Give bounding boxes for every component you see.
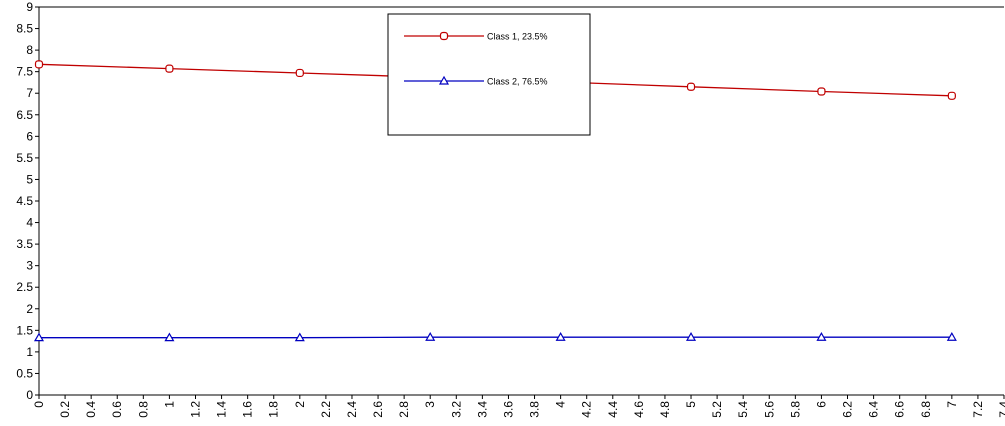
x-tick-label-2: 0.4 xyxy=(84,401,98,418)
series-2-point-3 xyxy=(425,332,436,341)
series-2-point-2 xyxy=(294,332,305,342)
x-tick-label-8: 1.6 xyxy=(241,401,255,418)
x-tick-label-18: 3.6 xyxy=(501,401,515,418)
x-tick-label-17: 3.4 xyxy=(475,401,489,418)
y-tick-label-18: 9 xyxy=(26,0,33,14)
x-tick-label-24: 4.8 xyxy=(658,401,672,418)
x-tick-label-26: 5.2 xyxy=(710,401,724,418)
y-tick-label-4: 2 xyxy=(26,302,33,316)
series-2-point-4 xyxy=(555,332,566,341)
series-1-point-1 xyxy=(165,64,174,73)
series-2-point-1 xyxy=(164,332,175,342)
y-tick-label-7: 3.5 xyxy=(16,237,33,251)
x-tick-label-13: 2.6 xyxy=(371,401,385,418)
y-tick-label-6: 3 xyxy=(26,259,33,273)
y-tick-label-2: 1 xyxy=(26,345,33,359)
x-tick-label-9: 1.8 xyxy=(267,401,281,418)
series-2-point-6 xyxy=(816,332,827,341)
y-tick-label-5: 2.5 xyxy=(16,280,33,294)
x-tick-label-10: 2 xyxy=(293,401,307,408)
series-1-point-7 xyxy=(947,91,956,100)
series-1-point-6 xyxy=(817,87,826,96)
series-1-point-2 xyxy=(295,68,304,78)
x-tick-label-29: 5.8 xyxy=(788,401,802,418)
x-tick-label-32: 6.4 xyxy=(867,401,881,418)
y-tick-label-8: 4 xyxy=(26,216,33,230)
x-tick-label-4: 0.8 xyxy=(136,401,150,418)
series-1-point-0 xyxy=(34,60,44,69)
y-tick-label-0: 0 xyxy=(26,388,33,402)
x-tick-label-35: 7 xyxy=(945,401,959,408)
x-tick-label-22: 4.4 xyxy=(606,401,620,418)
x-tick-label-33: 6.6 xyxy=(893,401,907,418)
x-tick-label-15: 3 xyxy=(423,401,437,408)
legend-marker-1 xyxy=(439,31,449,41)
y-tick-label-3: 1.5 xyxy=(16,323,33,337)
x-tick-label-37: 7.4 xyxy=(997,401,1005,418)
x-tick-label-3: 0.6 xyxy=(110,401,124,418)
x-tick-label-7: 1.4 xyxy=(215,401,229,418)
x-tick-label-16: 3.2 xyxy=(449,401,463,418)
x-tick-label-5: 1 xyxy=(162,401,176,408)
x-tick-label-23: 4.6 xyxy=(632,401,646,418)
x-tick-label-27: 5.4 xyxy=(736,401,750,418)
legend-box xyxy=(387,13,591,136)
legend: Class 1, 23.5% Class 2, 76.5% xyxy=(387,13,591,136)
y-tick-label-9: 4.5 xyxy=(16,194,33,208)
y-tick-label-15: 7.5 xyxy=(16,65,33,79)
y-tick-label-12: 6 xyxy=(26,129,33,143)
x-tick-label-0: 0 xyxy=(32,401,46,408)
x-tick-label-19: 3.8 xyxy=(528,401,542,418)
x-tick-label-31: 6.2 xyxy=(841,401,855,418)
legend-label-2: Class 2, 76.5% xyxy=(487,77,548,87)
x-tick-label-6: 1.2 xyxy=(188,401,202,418)
axes: 0 0.5 1 1.5 2 2.5 3 3.5 4 4.5 5 5.5 6 6.5 7 7.5 8 8.5 9 0 0.… xyxy=(16,0,1005,418)
y-tick-label-17: 8.5 xyxy=(16,22,33,36)
y-tick-label-16: 8 xyxy=(26,43,33,57)
x-tick-label-34: 6.8 xyxy=(919,401,933,418)
x-tick-label-14: 2.8 xyxy=(397,401,411,418)
legend-marker-2 xyxy=(438,75,450,85)
y-tick-label-1: 0.5 xyxy=(16,366,33,380)
x-tick-label-36: 7.2 xyxy=(971,401,985,418)
y-tick-label-11: 5.5 xyxy=(16,151,33,165)
x-tick-label-28: 5.6 xyxy=(762,401,776,418)
series-line-2 xyxy=(39,336,952,339)
legend-label-1: Class 1, 23.5% xyxy=(487,32,548,42)
y-tick-label-14: 7 xyxy=(26,86,33,100)
series-1-point-5 xyxy=(686,82,696,91)
x-tick-label-11: 2.2 xyxy=(319,401,333,418)
series-2-point-0 xyxy=(33,332,45,342)
x-tick-label-20: 4 xyxy=(554,401,568,408)
x-tick-label-21: 4.2 xyxy=(580,401,594,418)
x-tick-label-30: 6 xyxy=(814,401,828,408)
y-tick-label-13: 6.5 xyxy=(16,108,33,122)
series-2-point-5 xyxy=(685,332,697,341)
y-tick-label-10: 5 xyxy=(26,172,33,186)
x-tick-label-25: 5 xyxy=(684,401,698,408)
x-tick-label-1: 0.2 xyxy=(58,401,72,418)
series-2-point-7 xyxy=(946,332,957,341)
x-tick-label-12: 2.4 xyxy=(345,401,359,418)
